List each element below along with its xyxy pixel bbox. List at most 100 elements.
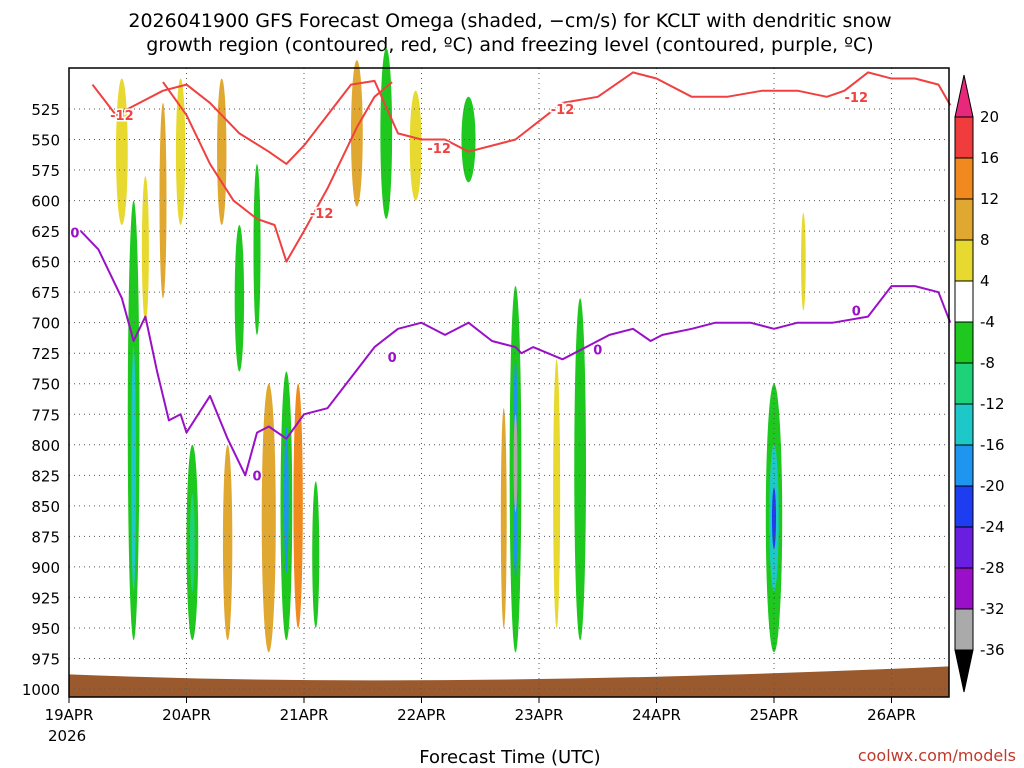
colorbar-bin-7 xyxy=(954,403,974,446)
contour-label-m12-d: -12 xyxy=(551,103,575,118)
colorbar-bottom-arrow xyxy=(954,649,974,693)
contour-label-0-c: 0 xyxy=(388,351,397,366)
colorbar-bin-8 xyxy=(954,444,974,487)
x-tick-24APR: 24APR xyxy=(632,706,681,724)
omega-cell-14 xyxy=(284,426,289,573)
colorbar-tick-2: 12 xyxy=(980,190,999,208)
y-tick-550: 550 xyxy=(31,132,60,150)
colorbar-tick-0: 20 xyxy=(980,108,999,126)
y-tick-800: 800 xyxy=(31,437,60,455)
chart-title-line2: growth region (contoured, red, ºC) and f… xyxy=(146,34,873,56)
colorbar-bin-12 xyxy=(954,608,974,651)
omega-cell-11 xyxy=(253,163,261,335)
y-tick-625: 625 xyxy=(31,223,60,241)
omega-cell-3 xyxy=(141,176,149,323)
colorbar-bin-0 xyxy=(954,116,974,159)
colorbar-bin-1 xyxy=(954,157,974,200)
y-tick-825: 825 xyxy=(31,467,60,485)
colorbar-bin-3 xyxy=(954,239,974,282)
colorbar-tick-1: 16 xyxy=(980,149,999,167)
y-tick-975: 975 xyxy=(31,650,60,668)
omega-cell-20 xyxy=(461,96,476,183)
colorbar-tick-7: -12 xyxy=(980,395,1005,413)
y-tick-900: 900 xyxy=(31,559,60,577)
contour-label-m12-b: -12 xyxy=(310,207,334,222)
dendritic-contour-lower xyxy=(162,81,393,263)
omega-cell-25 xyxy=(574,298,586,641)
colorbar-bin-10 xyxy=(954,526,974,569)
omega-cell-18 xyxy=(380,47,393,219)
x-tick-25APR: 25APR xyxy=(750,706,799,724)
y-tick-600: 600 xyxy=(31,193,60,211)
colorbar-tick-12: -32 xyxy=(980,600,1005,618)
omega-cell-26 xyxy=(553,359,561,628)
omega-cell-9 xyxy=(222,444,233,641)
colorbar-bin-5 xyxy=(954,321,974,364)
omega-cell-19 xyxy=(409,90,422,201)
contour-label-m12-a: -12 xyxy=(110,109,134,124)
chart-title-line1: 2026041900 GFS Forecast Omega (shaded, −… xyxy=(128,10,891,32)
colorbar-tick-13: -36 xyxy=(980,641,1005,659)
x-tick-20APR: 20APR xyxy=(162,706,211,724)
watermark: coolwx.com/models xyxy=(858,746,1016,765)
colorbar-tick-3: 8 xyxy=(980,231,990,249)
colorbar-tick-9: -20 xyxy=(980,477,1005,495)
y-tick-525: 525 xyxy=(31,101,60,119)
contour-label-0-e: 0 xyxy=(852,304,861,319)
omega-cell-4 xyxy=(159,102,167,299)
x-tick-19APR: 19APR xyxy=(45,706,94,724)
freezing-level-contour xyxy=(68,230,952,477)
contour-label-0-b: 0 xyxy=(252,469,261,484)
x-tick-26APR: 26APR xyxy=(867,706,916,724)
y-tick-675: 675 xyxy=(31,284,60,302)
omega-cell-2 xyxy=(131,347,136,592)
colorbar-tick-6: -8 xyxy=(980,354,995,372)
omega-cell-23 xyxy=(513,414,518,512)
dendritic-contour-upper xyxy=(91,71,952,165)
y-tick-925: 925 xyxy=(31,589,60,607)
colorbar-tick-8: -16 xyxy=(980,436,1005,454)
colorbar-bin-2 xyxy=(954,198,974,241)
x-tick-23APR: 23APR xyxy=(515,706,564,724)
omega-cell-8 xyxy=(217,78,227,225)
y-tick-950: 950 xyxy=(31,620,60,638)
y-tick-850: 850 xyxy=(31,498,60,516)
omega-cell-30 xyxy=(801,212,806,311)
omega-cell-16 xyxy=(312,481,320,628)
plot-background xyxy=(69,68,949,697)
omega-cell-12 xyxy=(261,383,276,653)
contour-label-0-d: 0 xyxy=(593,344,602,359)
contour-label-m12-c: -12 xyxy=(427,142,451,157)
omega-cell-24 xyxy=(500,408,507,628)
contour-label-0-a: 0 xyxy=(70,226,79,241)
colorbar-bin-9 xyxy=(954,485,974,528)
omega-cell-5 xyxy=(175,78,186,225)
y-tick-775: 775 xyxy=(31,406,60,424)
x-axis-label: Forecast Time (UTC) xyxy=(419,747,600,768)
omega-cell-7 xyxy=(190,493,195,592)
y-tick-575: 575 xyxy=(31,162,60,180)
colorbar-tick-11: -28 xyxy=(980,559,1005,577)
colorbar-tick-10: -24 xyxy=(980,518,1005,536)
x-tick-22APR: 22APR xyxy=(397,706,446,724)
omega-cell-10 xyxy=(234,225,245,372)
colorbar-bin-6 xyxy=(954,362,974,405)
plot-area: 525 550 575 600 625 650 675 700 725 750 775 800 825 8… xyxy=(22,47,952,724)
y-tick-875: 875 xyxy=(31,528,60,546)
plot-frame xyxy=(68,67,950,698)
contour-label-m12-e: -12 xyxy=(845,91,869,106)
y-tick-1000: 1000 xyxy=(22,681,60,699)
colorbar: 20 16 12 8 4 -4 -8 -12 -16 -20 -24 -28 -32 -36 xyxy=(954,74,1005,693)
y-tick-750: 750 xyxy=(31,376,60,394)
colorbar-bin-11 xyxy=(954,567,974,610)
y-tick-700: 700 xyxy=(31,315,60,333)
colorbar-top-arrow xyxy=(954,74,974,118)
omega-cell-0 xyxy=(116,78,128,225)
y-tick-725: 725 xyxy=(31,345,60,363)
colorbar-tick-5: -4 xyxy=(980,313,995,331)
y-tick-650: 650 xyxy=(31,254,60,272)
year-label: 2026 xyxy=(48,727,86,745)
x-tick-21APR: 21APR xyxy=(280,706,329,724)
colorbar-bin-4 xyxy=(954,280,974,323)
